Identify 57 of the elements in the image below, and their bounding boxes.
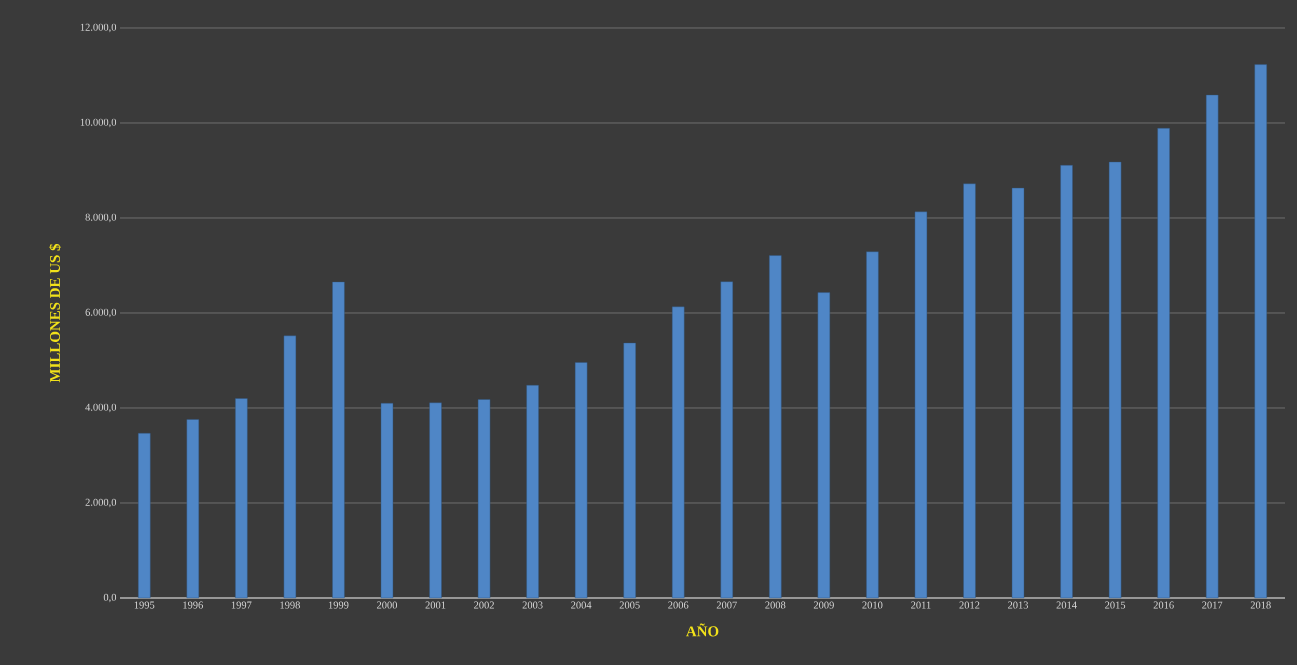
y-tick-label: 12.000,0: [80, 23, 117, 33]
x-tick-label: 1995: [134, 601, 155, 609]
bar: [429, 402, 442, 599]
bar: [623, 342, 636, 599]
bar: [1205, 94, 1219, 599]
bar: [914, 211, 928, 599]
x-tick-label: 2006: [668, 601, 689, 609]
x-tick-label: 1996: [183, 601, 203, 609]
bar: [1157, 128, 1170, 599]
bar: [672, 306, 685, 599]
x-tick-label: 2004: [571, 601, 592, 609]
x-tick-label: 2003: [522, 601, 543, 609]
x-tick-label: 2011: [911, 601, 931, 609]
bar: [769, 255, 782, 599]
x-tick-label: 2007: [716, 601, 737, 609]
bar: [1108, 161, 1122, 599]
x-tick-label: 1999: [328, 601, 349, 609]
y-axis-title: MILLONES DE US $: [49, 243, 62, 383]
y-tick-label: 10.000,0: [80, 118, 117, 128]
bar: [574, 362, 588, 599]
bar: [235, 398, 248, 599]
x-tick-label: 2012: [959, 601, 980, 609]
x-tick-label: 2010: [862, 601, 883, 609]
x-tick-label: 1997: [231, 601, 252, 609]
y-tick-label: 4.000,0: [85, 403, 117, 413]
y-tick-label: 8.000,0: [85, 213, 117, 223]
y-tick-label: 2.000,0: [85, 498, 117, 508]
bar: [963, 183, 976, 599]
bar: [380, 403, 394, 599]
x-tick-label: 2009: [813, 601, 834, 609]
bar: [817, 292, 831, 599]
bar: [1011, 187, 1025, 599]
bar: [1254, 64, 1267, 599]
x-tick-label: 2013: [1008, 601, 1029, 609]
x-tick-label: 2001: [425, 601, 446, 609]
bar: [720, 281, 733, 599]
x-tick-label: 2005: [619, 601, 640, 609]
x-tick-label: 2008: [765, 601, 786, 609]
x-tick-label: 2016: [1153, 601, 1174, 609]
x-axis-title: AÑO: [686, 623, 719, 637]
x-tick-label: 2017: [1202, 601, 1223, 609]
x-tick-label: 2000: [376, 601, 398, 609]
bar: [283, 335, 297, 599]
x-tick-label: 2014: [1056, 601, 1077, 609]
bar: [1060, 165, 1073, 599]
bar: [138, 432, 151, 599]
bar: [332, 281, 345, 599]
y-tick-label: 6.000,0: [85, 308, 117, 318]
x-tick-label: 2015: [1105, 601, 1126, 609]
y-tick-label: 0,0: [103, 593, 117, 603]
x-tick-label: 2002: [474, 601, 494, 609]
bar: [186, 419, 200, 599]
bar: [866, 251, 879, 599]
bar: [526, 385, 539, 599]
bar: [477, 399, 491, 599]
x-tick-label: 1998: [280, 601, 300, 609]
x-tick-label: 2018: [1250, 601, 1271, 609]
